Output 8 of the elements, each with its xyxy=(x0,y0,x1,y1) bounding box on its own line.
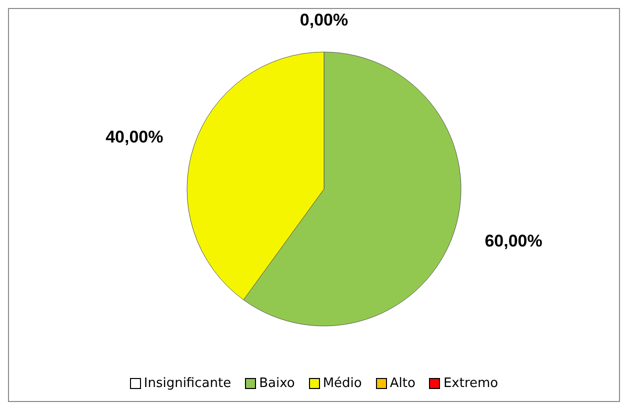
legend-label: Médio xyxy=(322,376,362,391)
legend-label: Alto xyxy=(390,376,416,391)
data-label: 40,00% xyxy=(106,127,164,146)
legend-label: Extremo xyxy=(443,376,498,391)
data-label: 60,00% xyxy=(484,232,542,251)
legend-label: Baixo xyxy=(259,376,295,391)
text: 0,00% xyxy=(300,10,348,30)
legend-label: Insignificante xyxy=(144,376,232,391)
